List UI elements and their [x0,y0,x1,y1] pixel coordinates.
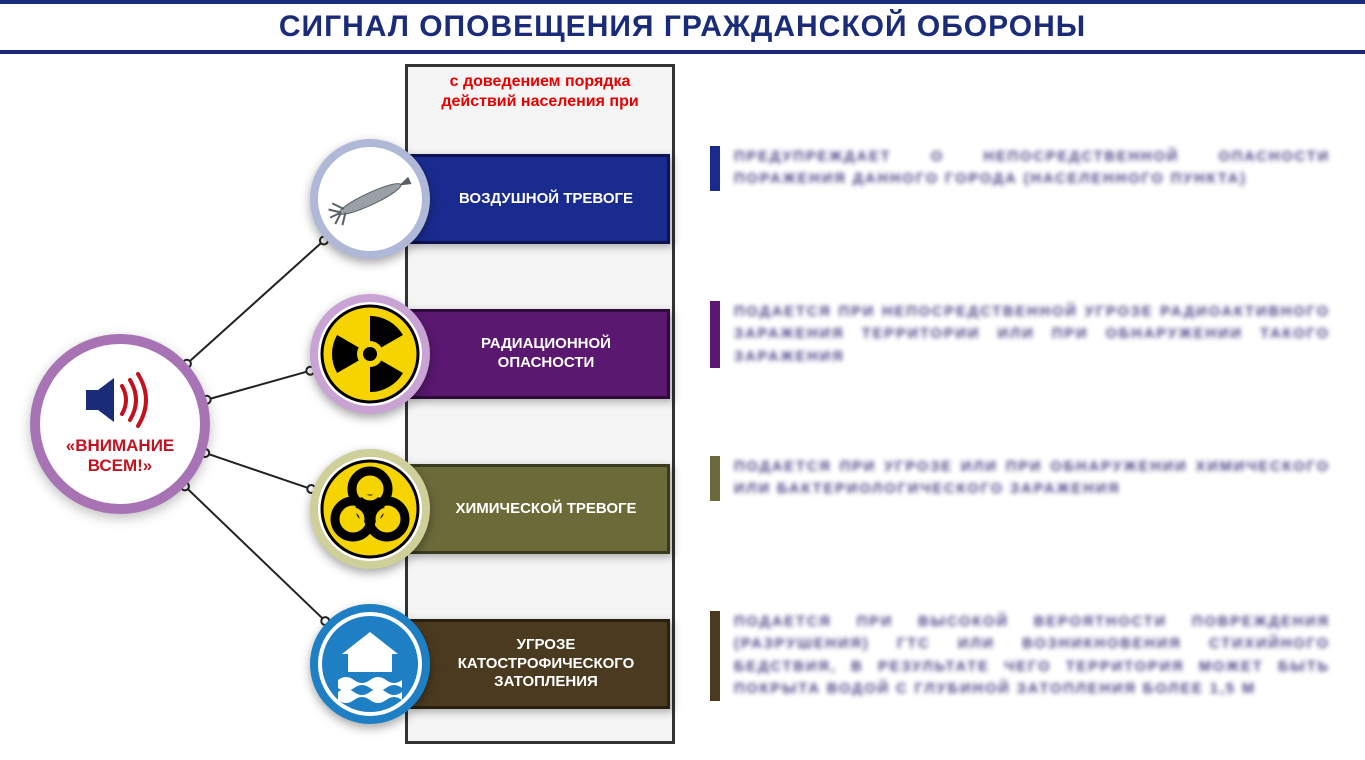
label-air: ВОЗДУШНОЙ ТРЕВОГЕ [410,154,670,244]
desc-text-flood: ПОДАЕТСЯ ПРИ ВЫСОКОЙ ВЕРОЯТНОСТИ ПОВРЕЖД… [720,611,1330,701]
diagram-canvas: с доведением порядка действий населения … [0,54,1365,754]
desc-radiation: ПОДАЕТСЯ ПРИ НЕПОСРЕДСТВЕННОЙ УГРОЗЕ РАД… [710,301,1330,368]
column-header: с доведением порядка действий населения … [415,72,665,112]
page-title: СИГНАЛ ОПОВЕЩЕНИЯ ГРАЖДАНСКОЙ ОБОРОНЫ [0,10,1365,44]
row-radiation: РАДИАЦИОННОЙ ОПАСНОСТИ ПОДАЕТСЯ ПРИ НЕПО… [310,289,1340,419]
biohazard-icon [310,449,430,569]
row-air: ВОЗДУШНОЙ ТРЕВОГЕ ПРЕДУПРЕЖДАЕТ О НЕПОСР… [310,134,1340,264]
desc-bar-radiation [710,301,720,368]
label-flood: УГРОЗЕ КАТОСТРОФИЧЕСКОГО ЗАТОПЛЕНИЯ [410,619,670,709]
title-bar: СИГНАЛ ОПОВЕЩЕНИЯ ГРАЖДАНСКОЙ ОБОРОНЫ [0,0,1365,54]
label-radiation: РАДИАЦИОННОЙ ОПАСНОСТИ [410,309,670,399]
desc-bar-air [710,146,720,191]
desc-text-air: ПРЕДУПРЕЖДАЕТ О НЕПОСРЕДСТВЕННОЙ ОПАСНОС… [720,146,1330,191]
row-chemical: ХИМИЧЕСКОЙ ТРЕВОГЕ ПОДАЕТСЯ ПРИ УГРОЗЕ И… [310,444,1340,574]
hub-circle: «ВНИМАНИЕ ВСЕМ!» [30,334,210,514]
desc-chemical: ПОДАЕТСЯ ПРИ УГРОЗЕ ИЛИ ПРИ ОБНАРУЖЕНИИ … [710,456,1330,501]
row-flood: УГРОЗЕ КАТОСТРОФИЧЕСКОГО ЗАТОПЛЕНИЯ ПОДА… [310,599,1340,729]
hub-caption-l1: «ВНИМАНИЕ [66,436,175,455]
desc-text-radiation: ПОДАЕТСЯ ПРИ НЕПОСРЕДСТВЕННОЙ УГРОЗЕ РАД… [720,301,1330,368]
hub-caption-l2: ВСЕМ!» [88,456,153,475]
desc-bar-flood [710,611,720,701]
missile-icon [310,139,430,259]
desc-bar-chemical [710,456,720,501]
desc-air: ПРЕДУПРЕЖДАЕТ О НЕПОСРЕДСТВЕННОЙ ОПАСНОС… [710,146,1330,191]
speaker-icon [80,372,160,428]
flood-icon [310,604,430,724]
hub-caption: «ВНИМАНИЕ ВСЕМ!» [66,436,175,475]
radiation-icon [310,294,430,414]
label-chemical: ХИМИЧЕСКОЙ ТРЕВОГЕ [410,464,670,554]
desc-text-chemical: ПОДАЕТСЯ ПРИ УГРОЗЕ ИЛИ ПРИ ОБНАРУЖЕНИИ … [720,456,1330,501]
desc-flood: ПОДАЕТСЯ ПРИ ВЫСОКОЙ ВЕРОЯТНОСТИ ПОВРЕЖД… [710,611,1330,701]
